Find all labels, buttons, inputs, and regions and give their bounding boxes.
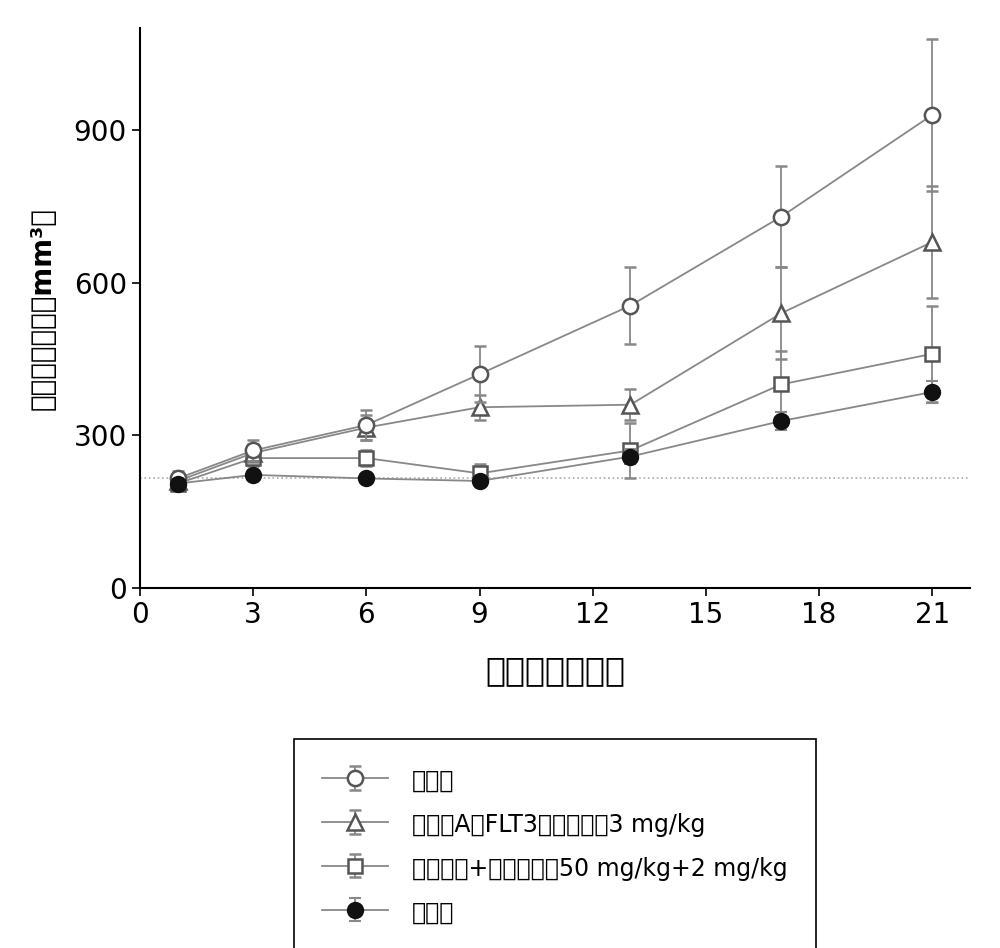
Legend: 对照组, 化合物A（FLT3抑制剂），3 mg/kg, 阿糖胞苷+柔红霊素，50 mg/kg+2 mg/kg, 组合组: 对照组, 化合物A（FLT3抑制剂），3 mg/kg, 阿糖胞苷+柔红霊素，50… [294,739,816,948]
Y-axis label: 平均肿瘤体积（mm³）: 平均肿瘤体积（mm³） [29,207,57,410]
X-axis label: 给药天数（天）: 给药天数（天） [485,654,625,687]
